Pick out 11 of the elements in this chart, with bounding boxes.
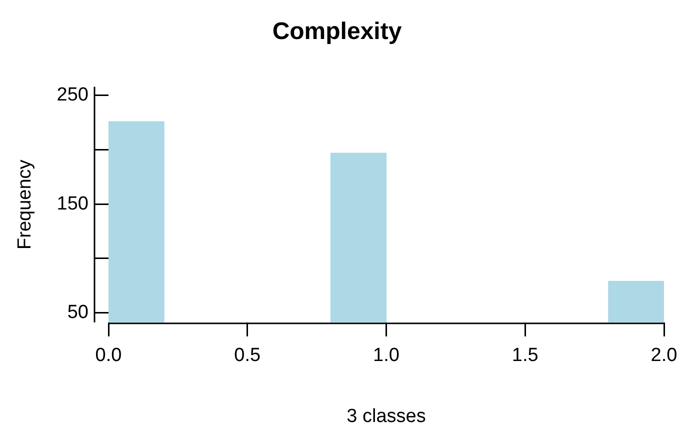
x-tick-label: 1.0 — [373, 345, 400, 366]
y-tick-label: 250 — [56, 84, 88, 106]
x-tick-label: 0.5 — [234, 345, 261, 366]
chart-title: Complexity — [272, 18, 402, 46]
y-tick-label: 50 — [67, 302, 88, 323]
x-axis-title: 3 classes — [346, 406, 426, 427]
x-tick-label: 2.0 — [650, 345, 678, 366]
x-tick-label: 1.5 — [512, 345, 538, 366]
y-tick-label: 150 — [56, 193, 88, 214]
y-axis-title: Frequency — [14, 159, 36, 250]
x-tick-label: 0.0 — [95, 345, 122, 366]
